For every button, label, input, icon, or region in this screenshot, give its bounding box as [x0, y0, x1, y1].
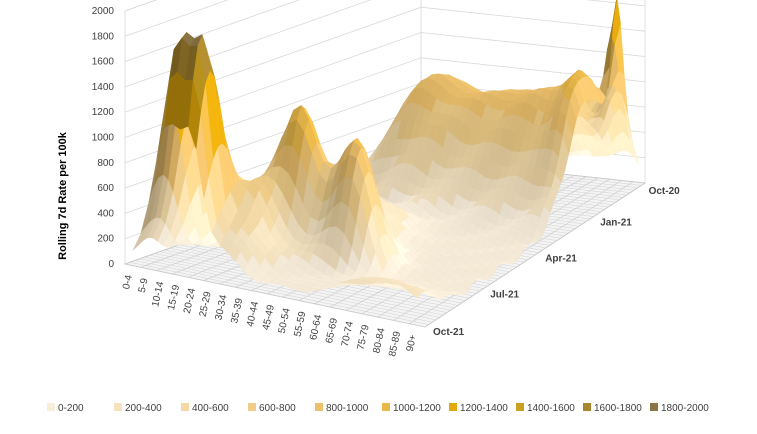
- age-tick-label: 55-59: [292, 310, 308, 338]
- legend-label: 400-600: [192, 403, 229, 414]
- z-tick-label: 800: [97, 158, 114, 169]
- surface-cell: [132, 226, 146, 251]
- z-tick-label: 1200: [92, 107, 115, 118]
- legend-swatch: [516, 403, 524, 411]
- floor-gridline: [139, 258, 437, 321]
- legend-swatch: [382, 403, 390, 411]
- age-tick-label: 45-49: [261, 303, 277, 331]
- age-tick-label: 65-69: [324, 317, 340, 345]
- legend-label: 1800-2000: [661, 403, 709, 414]
- legend-label: 0-200: [58, 403, 84, 414]
- floor-gridline: [129, 262, 429, 325]
- legend-label: 1600-1800: [594, 403, 642, 414]
- age-tick-label: 80-84: [371, 327, 387, 355]
- legend-swatch: [583, 403, 591, 411]
- z-tick-label: 0: [108, 259, 114, 270]
- age-axis-ticks: 0-4 5-9 10-14 15-19 20-24 25-29 30-34 35-39 40-4…: [121, 274, 419, 358]
- age-tick-label: 75-79: [356, 323, 372, 351]
- gridline: [124, 0, 229, 37]
- legend-swatch: [315, 403, 323, 411]
- z-tick-label: 600: [97, 183, 114, 194]
- age-tick-label: 60-64: [308, 313, 324, 341]
- gridline: [124, 6, 646, 113]
- age-tick-label: 10-14: [150, 280, 166, 308]
- gridline: [124, 32, 646, 138]
- age-tick-label: 0-4: [121, 274, 135, 291]
- date-axis-ticks: Oct-20 Jan-21 Apr-21 Jul-21 Oct-21: [433, 186, 680, 338]
- surface-mesh: [132, 0, 640, 300]
- legend-label: 1000-1200: [393, 403, 441, 414]
- date-tick-label: Apr-21: [545, 254, 577, 265]
- date-tick-label: Jul-21: [490, 290, 519, 301]
- legend: 0-200 200-400 400-600 600-800 800-1000 1000-1…: [47, 403, 709, 414]
- legend-swatch: [47, 403, 55, 411]
- legend-swatch: [248, 403, 256, 411]
- age-tick-label: 15-19: [166, 284, 182, 312]
- age-tick-label: 25-29: [198, 290, 214, 318]
- floor-gridline: [134, 260, 433, 323]
- legend-label: 1200-1400: [460, 403, 508, 414]
- legend-swatch: [650, 403, 658, 411]
- date-tick-label: Jan-21: [600, 218, 632, 229]
- z-tick-label: 200: [97, 234, 114, 245]
- z-tick-label: 2000: [92, 6, 115, 17]
- z-tick-label: 1800: [92, 31, 115, 42]
- age-tick-label: 70-74: [340, 320, 356, 348]
- legend-label: 200-400: [125, 403, 162, 414]
- z-axis-ticks: 0 200 400 600 800 1000 1200 1400 1600 1800 2000: [92, 6, 115, 270]
- age-tick-label: 85-89: [387, 330, 403, 358]
- age-tick-label: 90+: [405, 334, 419, 353]
- y-axis-title: Rolling 7d Rate per 100k: [57, 131, 69, 260]
- age-tick-label: 40-44: [245, 300, 261, 328]
- legend-label: 600-800: [259, 403, 296, 414]
- date-tick-label: Oct-20: [649, 186, 681, 197]
- legend-swatch: [449, 403, 457, 411]
- age-tick-label: 5-9: [137, 277, 151, 294]
- age-tick-label: 35-39: [229, 297, 245, 325]
- z-tick-label: 1400: [92, 82, 115, 93]
- age-tick-label: 20-24: [182, 287, 198, 315]
- age-tick-label: 50-54: [277, 307, 293, 335]
- z-tick-label: 1600: [92, 57, 115, 68]
- gridline: [124, 0, 646, 88]
- z-tick-label: 400: [97, 208, 114, 219]
- legend-swatch: [114, 403, 122, 411]
- legend-label: 800-1000: [326, 403, 369, 414]
- legend-swatch: [181, 403, 189, 411]
- date-tick-label: Oct-21: [433, 327, 465, 338]
- legend-label: 1400-1600: [527, 403, 575, 414]
- age-tick-label: 30-34: [213, 293, 229, 321]
- z-tick-label: 1000: [92, 133, 115, 144]
- gridline: [124, 0, 300, 62]
- floor-gridline: [124, 263, 426, 328]
